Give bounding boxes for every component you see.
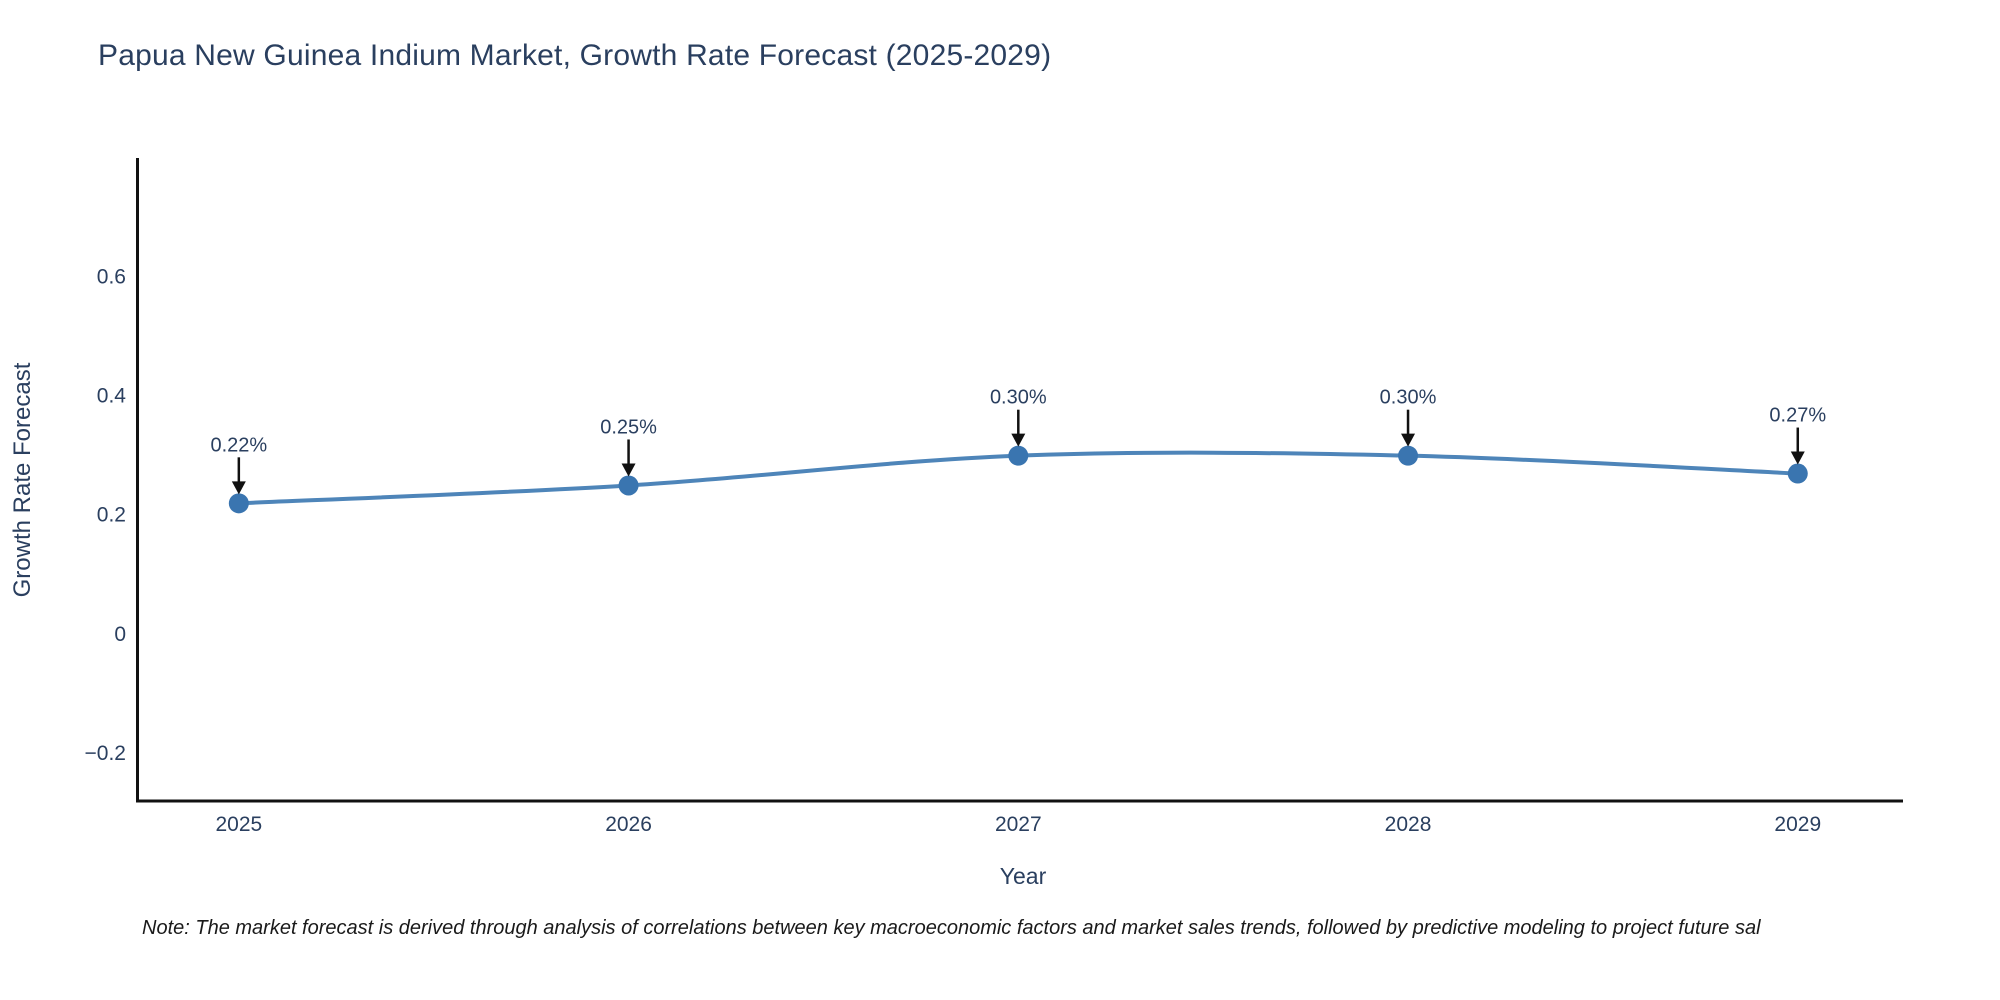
annotation-label: 0.25% <box>600 416 657 438</box>
x-tick-label: 2025 <box>215 813 262 836</box>
y-tick-label: 0.2 <box>97 504 126 527</box>
y-tick-label: 0.6 <box>97 266 126 289</box>
x-axis-title: Year <box>1000 863 1047 889</box>
x-tick-label: 2026 <box>605 813 652 836</box>
annotation-label: 0.22% <box>210 434 267 456</box>
y-tick-label: 0.4 <box>97 385 127 408</box>
annotation-label: 0.30% <box>1380 387 1437 409</box>
data-point-marker[interactable] <box>1008 445 1029 466</box>
annotation-label: 0.27% <box>1769 405 1826 427</box>
chart-title: Papua New Guinea Indium Market, Growth R… <box>98 39 1052 72</box>
y-tick-label: −0.2 <box>85 742 126 765</box>
data-point-marker[interactable] <box>1787 463 1808 484</box>
x-tick-label: 2028 <box>1385 813 1432 836</box>
x-tick-label: 2027 <box>995 813 1042 836</box>
annotation-arrowhead-icon <box>231 481 246 495</box>
y-tick-label: 0 <box>114 623 126 646</box>
data-point-marker[interactable] <box>618 475 639 496</box>
y-axis-title: Growth Rate Forecast <box>9 362 36 597</box>
data-point-marker[interactable] <box>228 493 249 514</box>
annotation-arrowhead-icon <box>1790 451 1805 465</box>
annotation-arrowhead-icon <box>621 463 636 477</box>
data-point-marker[interactable] <box>1398 445 1419 466</box>
annotation-arrowhead-icon <box>1011 433 1026 447</box>
footnote: Note: The market forecast is derived thr… <box>142 917 1761 939</box>
annotation-arrowhead-icon <box>1401 433 1416 447</box>
annotation-label: 0.30% <box>990 387 1047 409</box>
x-tick-label: 2029 <box>1774 813 1821 836</box>
